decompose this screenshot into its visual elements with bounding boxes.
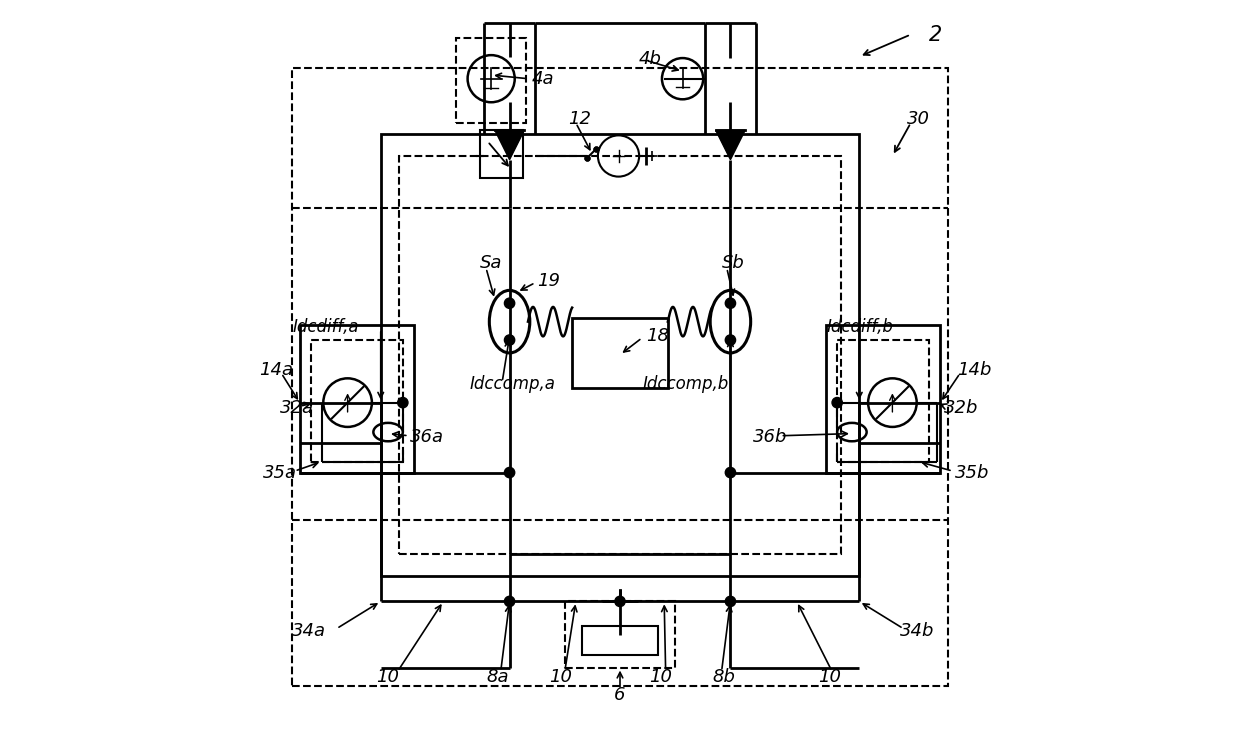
Text: Sb: Sb bbox=[722, 253, 744, 272]
Text: Idccomp,b: Idccomp,b bbox=[642, 375, 728, 393]
Text: 10: 10 bbox=[818, 667, 841, 686]
Text: 10: 10 bbox=[377, 667, 399, 686]
Bar bbox=[381, 134, 859, 576]
Bar bbox=[399, 156, 841, 554]
Polygon shape bbox=[495, 130, 525, 160]
Text: 36a: 36a bbox=[410, 428, 444, 446]
Text: 4a: 4a bbox=[532, 69, 554, 88]
Polygon shape bbox=[715, 130, 745, 160]
Text: 12: 12 bbox=[568, 110, 591, 128]
Text: 34b: 34b bbox=[900, 621, 934, 640]
Circle shape bbox=[505, 298, 515, 308]
Text: 19: 19 bbox=[538, 272, 560, 290]
Circle shape bbox=[725, 335, 735, 345]
Text: Sa: Sa bbox=[480, 253, 502, 272]
Text: 18: 18 bbox=[646, 327, 668, 345]
Text: Idccomp,a: Idccomp,a bbox=[469, 375, 556, 393]
Text: 35b: 35b bbox=[955, 463, 990, 482]
Text: 14a: 14a bbox=[259, 361, 293, 378]
Text: 2: 2 bbox=[929, 24, 942, 44]
Bar bbox=[456, 38, 526, 123]
Text: 35a: 35a bbox=[263, 463, 296, 482]
Text: 6: 6 bbox=[614, 686, 626, 704]
Bar bbox=[311, 340, 403, 462]
Text: 30: 30 bbox=[908, 110, 930, 128]
Bar bbox=[300, 325, 414, 472]
Bar bbox=[564, 602, 676, 667]
Circle shape bbox=[505, 596, 515, 607]
Text: 10: 10 bbox=[649, 667, 672, 686]
Bar bbox=[480, 130, 523, 178]
Circle shape bbox=[832, 398, 842, 408]
Text: 34a: 34a bbox=[293, 621, 326, 640]
Text: 10: 10 bbox=[549, 667, 573, 686]
Circle shape bbox=[725, 298, 735, 308]
Circle shape bbox=[725, 596, 735, 607]
Text: 14b: 14b bbox=[957, 361, 992, 378]
Circle shape bbox=[398, 398, 408, 408]
Text: Idcdiff,a: Idcdiff,a bbox=[293, 318, 360, 336]
Bar bbox=[582, 626, 658, 655]
Text: 36b: 36b bbox=[753, 428, 787, 446]
Circle shape bbox=[505, 468, 515, 477]
Circle shape bbox=[505, 335, 515, 345]
Bar bbox=[837, 340, 929, 462]
Text: 32a: 32a bbox=[280, 399, 314, 417]
Circle shape bbox=[615, 596, 625, 607]
Text: 8a: 8a bbox=[486, 667, 508, 686]
Bar bbox=[572, 318, 668, 388]
Text: 8b: 8b bbox=[712, 667, 735, 686]
Circle shape bbox=[725, 468, 735, 477]
Text: Idcdiff,b: Idcdiff,b bbox=[826, 318, 893, 336]
Bar bbox=[293, 68, 947, 686]
Text: 4b: 4b bbox=[639, 50, 661, 68]
Bar bbox=[826, 325, 940, 472]
Text: 32b: 32b bbox=[944, 399, 978, 417]
